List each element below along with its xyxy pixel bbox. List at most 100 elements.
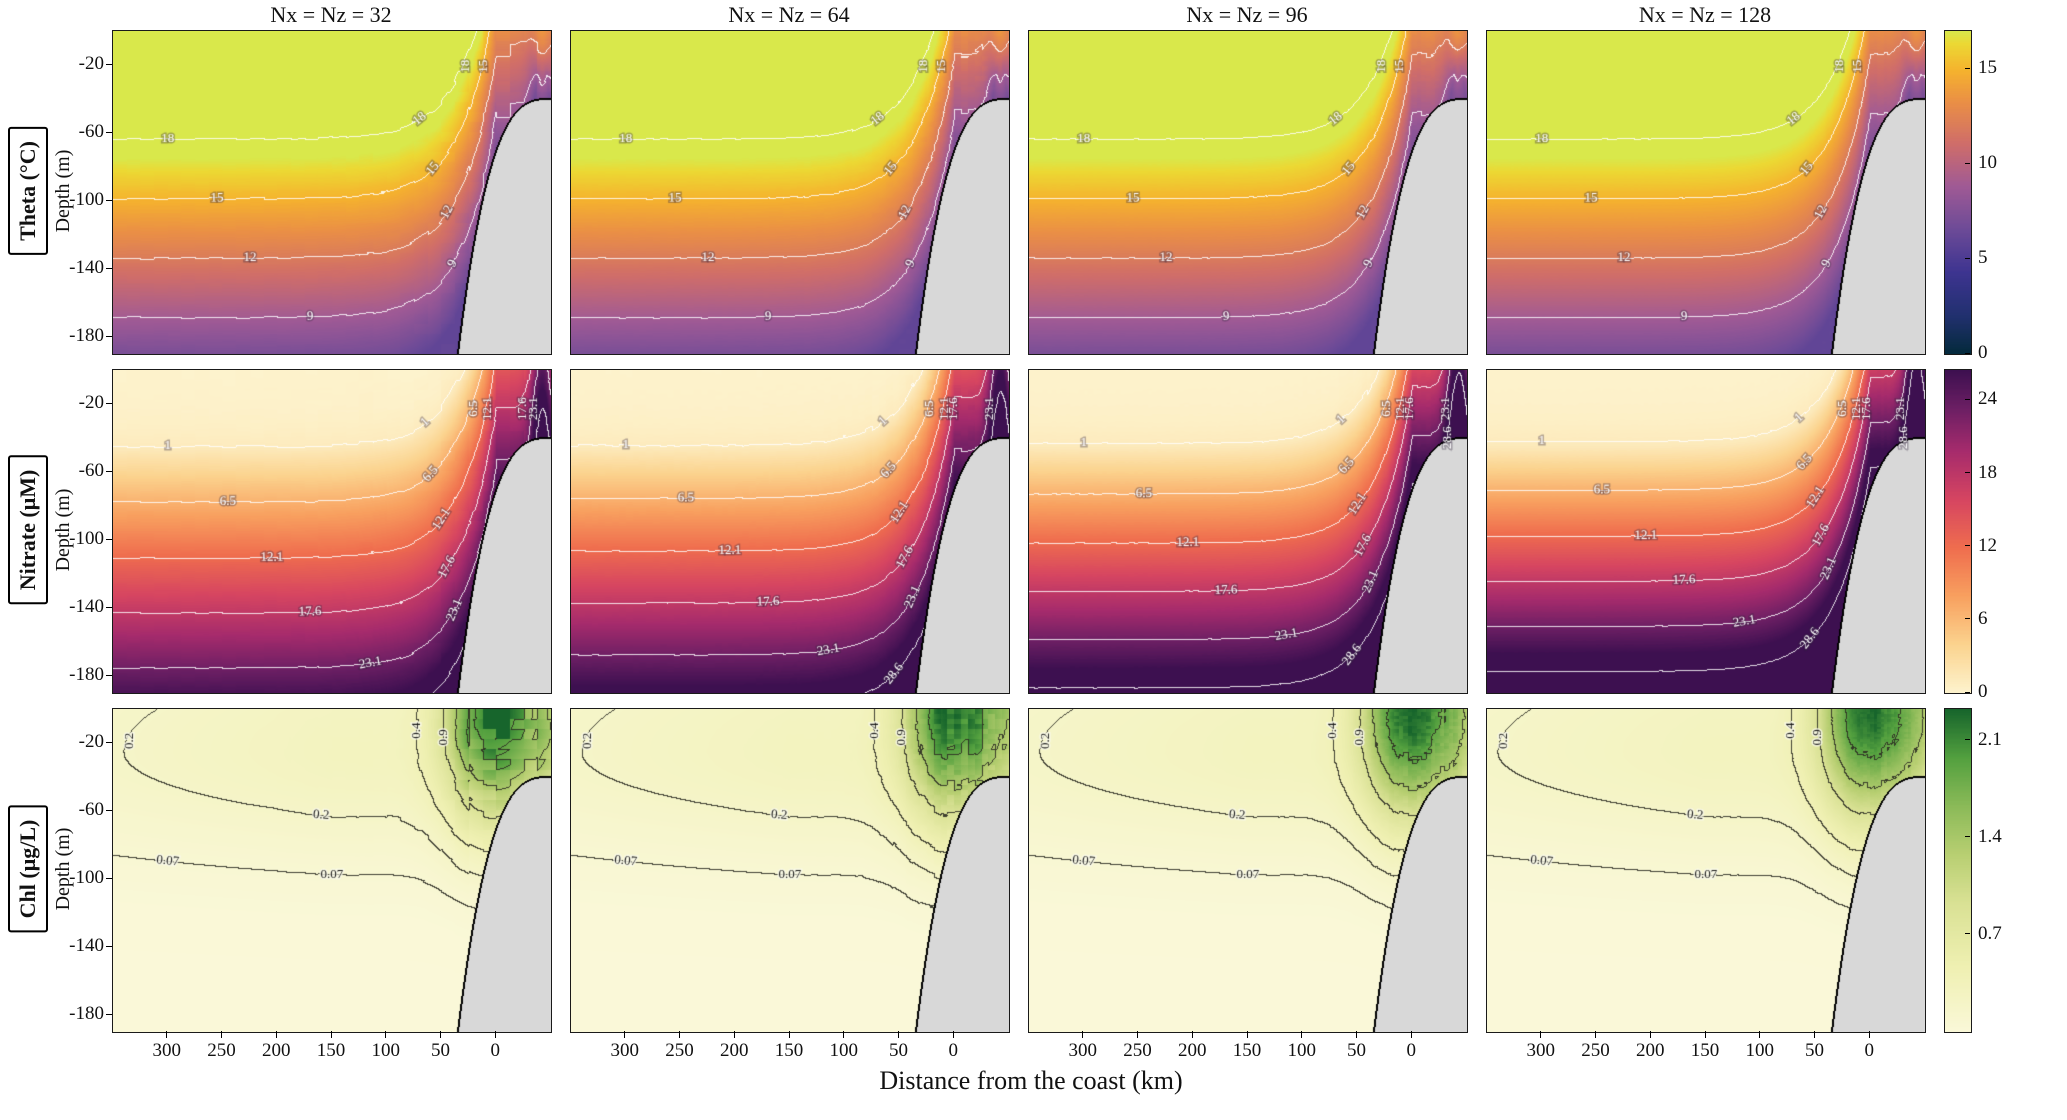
- colorbar-tick-mark: [1965, 545, 1970, 547]
- x-tick-label: 300: [610, 1040, 640, 1061]
- column-title-64: Nx = Nz = 64: [728, 2, 850, 27]
- colorbar-tick-mark: [1965, 352, 1970, 354]
- y-tick-mark: [106, 538, 112, 540]
- y-tick-mark: [106, 877, 112, 879]
- x-tick-mark: [166, 1031, 168, 1038]
- x-tick-mark: [1356, 1031, 1357, 1038]
- x-tick-mark: [898, 1031, 899, 1038]
- y-tick-label: -20: [78, 731, 104, 752]
- x-tick-mark: [275, 1031, 277, 1038]
- x-tick-mark: [1246, 1031, 1248, 1038]
- colorbar-tick-mark: [1965, 257, 1970, 259]
- y-tick-label: -100: [69, 528, 104, 549]
- x-tick-mark: [385, 1031, 387, 1038]
- colorbar-tick-label: 18: [1978, 461, 1997, 483]
- y-tick-label: -180: [69, 325, 104, 346]
- y-tick-label: -60: [78, 799, 104, 820]
- colorbar-tick-label: 10: [1978, 152, 1997, 173]
- x-tick-label: 300: [152, 1040, 182, 1061]
- x-tick-mark: [1540, 1031, 1542, 1038]
- column-title-96: Nx = Nz = 96: [1186, 2, 1308, 27]
- panel-theta-128: [1486, 30, 1926, 355]
- y-tick-mark: [106, 809, 112, 811]
- colorbar-tick-mark: [1965, 691, 1970, 693]
- x-tick-mark: [1301, 1031, 1303, 1038]
- panel-chl-128: [1486, 708, 1926, 1033]
- x-tick-mark: [1649, 1031, 1651, 1038]
- colorbar-chl: [1944, 708, 1972, 1033]
- colorbar-tick-label: 24: [1978, 388, 1997, 410]
- y-tick-label: -60: [78, 121, 104, 142]
- y-tick-mark: [106, 945, 112, 947]
- x-tick-label: 50: [889, 1040, 908, 1061]
- x-tick-label: 50: [431, 1040, 450, 1061]
- y-tick-mark: [106, 267, 112, 269]
- y-tick-mark: [106, 199, 112, 201]
- y-tick-mark: [106, 674, 112, 676]
- colorbar-nitrate: [1944, 369, 1972, 694]
- x-tick-label: 200: [262, 1040, 291, 1061]
- x-tick-mark: [1137, 1031, 1138, 1038]
- panel-nitrate-128: [1486, 369, 1926, 694]
- x-tick-mark: [1868, 1031, 1870, 1038]
- y-tick-mark: [106, 470, 112, 472]
- panel-theta-64: [570, 30, 1010, 355]
- colorbar-tick-label: 0: [1978, 342, 1988, 363]
- panel-nitrate-96: [1028, 369, 1468, 694]
- y-tick-label: -140: [69, 257, 104, 278]
- y-tick-label: -140: [69, 935, 104, 956]
- colorbar-tick-label: 0: [1978, 681, 1988, 702]
- colorbar-tick-label: 5: [1978, 247, 1988, 268]
- colorbar-tick-mark: [1965, 739, 1970, 741]
- x-tick-mark: [1814, 1031, 1815, 1038]
- y-tick-mark: [106, 741, 112, 743]
- x-tick-mark: [1410, 1031, 1412, 1038]
- x-tick-label: 50: [1805, 1040, 1824, 1061]
- x-tick-mark: [733, 1031, 735, 1038]
- y-tick-label: -20: [78, 392, 104, 413]
- x-tick-mark: [1191, 1031, 1193, 1038]
- x-tick-label: 250: [1123, 1040, 1152, 1061]
- colorbar-tick-mark: [1965, 67, 1970, 69]
- x-tick-label: 200: [720, 1040, 749, 1061]
- x-tick-mark: [440, 1031, 441, 1038]
- x-tick-label: 200: [1636, 1040, 1665, 1061]
- x-tick-label: 150: [774, 1040, 804, 1061]
- y-tick-label: -100: [69, 189, 104, 210]
- column-title-32: Nx = Nz = 32: [270, 2, 392, 27]
- row-label-theta: Theta (°C): [8, 127, 48, 255]
- panel-theta-32: [112, 30, 552, 355]
- x-tick-label: 300: [1526, 1040, 1556, 1061]
- x-tick-mark: [1759, 1031, 1761, 1038]
- x-tick-label: 250: [1581, 1040, 1610, 1061]
- x-tick-label: 250: [665, 1040, 694, 1061]
- row-label-chl: Chl (μg/L): [8, 805, 48, 933]
- y-tick-label: -140: [69, 596, 104, 617]
- x-tick-label: 0: [490, 1040, 501, 1061]
- x-tick-label: 100: [1745, 1040, 1775, 1061]
- x-tick-label: 150: [316, 1040, 346, 1061]
- colorbar-tick-label: 2.1: [1978, 728, 2002, 750]
- panel-nitrate-64: [570, 369, 1010, 694]
- x-tick-label: 150: [1232, 1040, 1262, 1061]
- x-tick-mark: [330, 1031, 332, 1038]
- panel-chl-32: [112, 708, 552, 1033]
- colorbar-tick-label: 12: [1978, 534, 1997, 556]
- x-tick-label: 100: [1287, 1040, 1317, 1061]
- y-tick-mark: [106, 1013, 112, 1015]
- x-axis-label: Distance from the coast (km): [879, 1066, 1183, 1095]
- x-tick-label: 50: [1347, 1040, 1366, 1061]
- x-tick-mark: [221, 1031, 222, 1038]
- colorbar-theta: [1944, 30, 1972, 355]
- colorbar-tick-mark: [1965, 618, 1970, 620]
- x-tick-label: 100: [829, 1040, 859, 1061]
- x-tick-mark: [952, 1031, 954, 1038]
- y-tick-mark: [106, 402, 112, 404]
- panel-chl-64: [570, 708, 1010, 1033]
- colorbar-tick-label: 6: [1978, 607, 1988, 629]
- y-tick-mark: [106, 131, 112, 133]
- colorbar-tick-mark: [1965, 398, 1970, 400]
- y-tick-label: -100: [69, 867, 104, 888]
- y-tick-label: -60: [78, 460, 104, 481]
